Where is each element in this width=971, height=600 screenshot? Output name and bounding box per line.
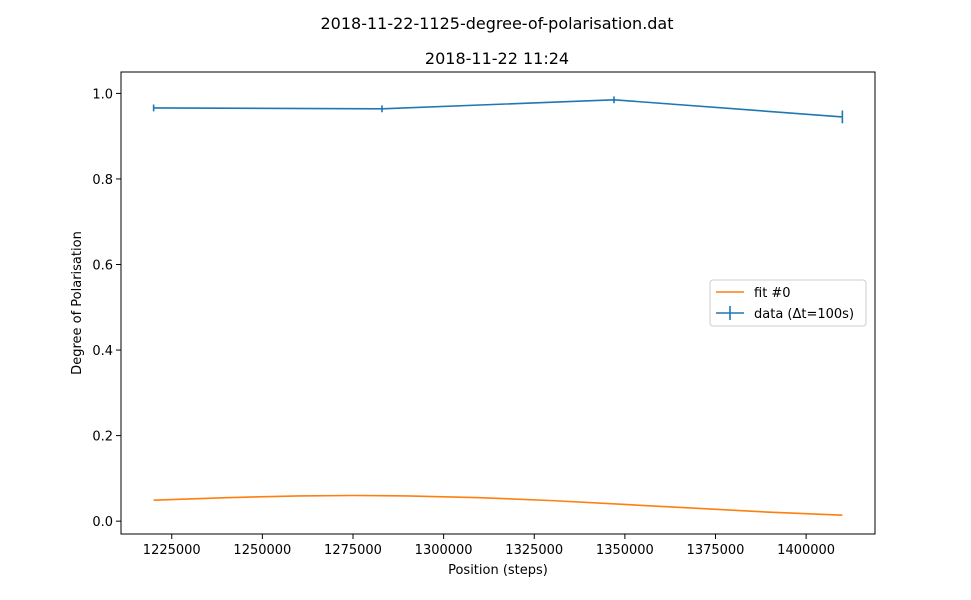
- legend-label-data: data (Δt=100s): [754, 307, 854, 322]
- y-axis-ticks: 0.0 0.2 0.4 0.6 0.8 1.0: [92, 87, 121, 530]
- x-tick-label-3: 1300000: [415, 543, 473, 558]
- legend-box: [709, 279, 867, 327]
- legend-label-fit: fit #0: [754, 286, 791, 301]
- x-tick-label-6: 1375000: [687, 543, 745, 558]
- x-tick-label-1: 1250000: [233, 543, 291, 558]
- x-tick-label-0: 1225000: [143, 543, 201, 558]
- series-line-fit: [153, 494, 843, 516]
- y-axis-label: Degree of Polarisation: [70, 231, 85, 375]
- series-line-data: [153, 99, 843, 118]
- axes-frame: [120, 71, 876, 535]
- x-tick-label-2: 1275000: [324, 543, 382, 558]
- x-tick-label-5: 1350000: [596, 543, 654, 558]
- legend: fit #0 data (Δt=100s): [709, 279, 867, 327]
- x-tick-label-4: 1325000: [505, 543, 563, 558]
- x-axis-label: Position (steps): [448, 563, 548, 578]
- plot-area: [152, 96, 844, 516]
- chart-suptitle: 2018-11-22-1125-degree-of-polarisation.d…: [320, 14, 673, 33]
- x-axis-ticks: 1225000 1250000 1275000 1300000 1325000 13500…: [143, 534, 835, 558]
- y-tick-label-3: 0.6: [92, 259, 113, 274]
- x-tick-label-7: 1400000: [777, 543, 835, 558]
- y-tick-label-2: 0.4: [92, 344, 113, 359]
- y-tick-label-1: 0.2: [92, 430, 113, 445]
- y-tick-label-4: 0.8: [92, 173, 113, 188]
- y-tick-label-0: 0.0: [92, 515, 113, 530]
- y-tick-label-5: 1.0: [92, 87, 113, 102]
- chart-title: 2018-11-22 11:24: [425, 49, 569, 68]
